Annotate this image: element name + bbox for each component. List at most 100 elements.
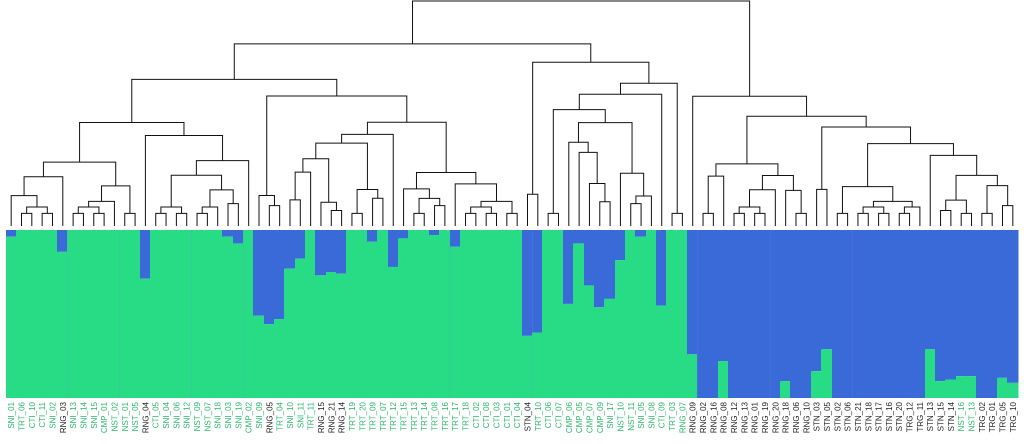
dendrogram-branch	[599, 201, 611, 226]
dendrogram-branch	[619, 172, 645, 226]
bar-blue-TRG_11	[914, 230, 926, 398]
bar-green-NST_02	[109, 230, 121, 398]
dendrogram-branch	[20, 212, 33, 226]
dendrogram-branch	[294, 171, 312, 226]
dendrogram-branch	[795, 212, 807, 226]
dendrogram-branch	[266, 95, 408, 196]
dendrogram-branch	[816, 188, 828, 226]
bar-green-SNI_12	[181, 230, 193, 398]
bar-blue-STN_13	[925, 230, 937, 350]
sample-label: SNI_05	[637, 401, 646, 428]
dendrogram-branch	[821, 126, 912, 190]
bar-blue-RNG_16	[708, 230, 720, 398]
bar-blue-RNG_14	[336, 230, 348, 274]
dendrogram-branch	[715, 163, 779, 177]
bar-green-SNI_03	[222, 236, 234, 398]
bar-green-SNI_04	[160, 230, 172, 398]
sample-label: NST_09	[193, 401, 202, 431]
bar-green-SNI_19	[233, 243, 245, 398]
bar-green-NST_10	[615, 260, 627, 398]
dendrogram-branch	[526, 193, 539, 226]
sample-label: TRT_11	[307, 401, 316, 430]
sample-label: TRG_12	[906, 401, 915, 432]
sample-label: TRT_09	[369, 401, 378, 430]
dendrogram-branch	[578, 151, 598, 226]
bar-green-NST_07	[202, 230, 214, 398]
sample-label: TRG_02	[978, 401, 987, 432]
sample-label: RNG_10	[802, 401, 811, 433]
bar-blue-RNG_06	[790, 230, 802, 398]
dendrogram-branch	[785, 189, 802, 226]
bar-green-TRT_08	[429, 235, 441, 398]
bar-green-TRT_19	[346, 230, 358, 398]
bar-blue-STN_17	[873, 230, 885, 398]
bar-blue-STN_20	[894, 230, 906, 398]
dendrogram-branch	[746, 115, 867, 164]
bar-green-TRT_14	[419, 230, 431, 398]
bar-blue-SNI_03	[222, 230, 234, 237]
dendrogram-branch	[195, 160, 250, 226]
bar-blue-SNI_05	[635, 230, 647, 237]
dendrogram-branch	[552, 109, 606, 214]
dendrogram-branch	[547, 212, 559, 226]
bar-blue-TRT_12	[388, 230, 400, 267]
bar-blue-NST_10	[615, 230, 627, 261]
bar-blue-TRG_05	[997, 230, 1009, 378]
bar-green-TRT_16	[439, 230, 451, 398]
sample-label: TRG_01	[988, 401, 997, 432]
sample-label: CTI_07	[554, 401, 563, 428]
bar-green-SNI_11	[295, 258, 307, 398]
sample-label: TRT_12	[389, 401, 398, 430]
bar-green-CMP_06	[563, 303, 575, 398]
bar-blue-TRT_17	[450, 230, 462, 247]
dendrogram-branch	[372, 197, 384, 226]
bar-green-RNG_03	[57, 251, 69, 398]
sample-label: RNG_14	[338, 401, 347, 433]
dendrogram-branch	[986, 185, 1009, 214]
bar-blue-TRT_04	[274, 230, 286, 320]
sample-labels: SNI_01 TRT_06 CTI_10 CTI_11 SNI_02 RNG_03 SNI_…	[7, 401, 1018, 433]
bar-blue-TRT_15	[398, 230, 410, 239]
bar-green-TRT_15	[398, 238, 410, 398]
dendrogram-branch	[630, 203, 642, 226]
bar-green-CTI_11	[36, 230, 48, 398]
sample-label: NST_11	[627, 401, 636, 430]
dendrogram-branch	[588, 182, 606, 226]
bar-green-TRG_10	[1007, 382, 1019, 398]
bar-blue-SNI_01	[6, 230, 18, 237]
dendrogram-branch	[761, 174, 794, 191]
sample-label: CMP_02	[245, 401, 254, 433]
bar-blue-RNG_03	[57, 230, 69, 252]
bar-blue-RNG_13	[739, 230, 751, 398]
bar-green-SNI_06	[171, 230, 183, 398]
sample-label: RNG_03	[59, 401, 68, 433]
dendrogram-branch	[506, 212, 518, 226]
bar-blue-STN_04	[522, 230, 534, 336]
dendrogram-branch	[955, 174, 998, 201]
sample-label: STN_17	[875, 401, 884, 431]
bar-blue-STN_15	[935, 230, 947, 382]
bar-green-CTI_03	[491, 230, 503, 398]
dendrogram-branch	[26, 206, 48, 214]
sample-label: SNI_01	[7, 401, 16, 428]
dendrogram-branch	[330, 209, 343, 226]
bar-blue-CMP_05	[573, 230, 585, 244]
sample-label: STN_06	[844, 401, 853, 431]
dendrogram-branch	[341, 133, 394, 226]
bar-green-TRT_11	[305, 230, 317, 398]
dendrogram-branch	[415, 171, 477, 189]
dendrogram-branch	[620, 82, 678, 214]
sample-label: TRT_17	[451, 401, 460, 430]
dendrogram-branch	[72, 212, 84, 226]
dendrogram-branch	[23, 176, 64, 226]
dendrogram-branch	[101, 185, 131, 214]
sample-label: RNG_20	[771, 401, 780, 433]
bar-green-CMP_07	[584, 285, 596, 398]
bar-blue-SNI_10	[284, 230, 296, 269]
bar-green-CTI_01	[501, 230, 513, 398]
sample-label: CMP_05	[575, 401, 584, 433]
dendrogram-branch	[945, 199, 967, 214]
bar-blue-CMP_09	[594, 230, 606, 308]
dendrogram-branch	[862, 206, 885, 214]
sample-label: SNI_04	[162, 401, 171, 428]
